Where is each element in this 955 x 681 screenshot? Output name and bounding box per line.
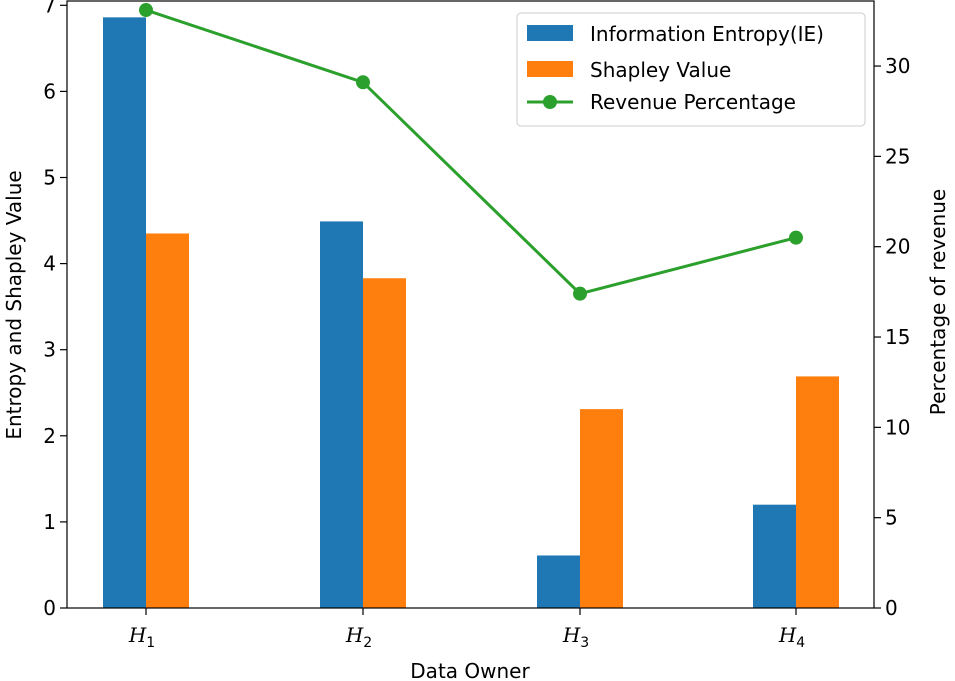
x-tick-label-subscript: 3 bbox=[580, 635, 589, 651]
left-tick-label: 5 bbox=[43, 166, 56, 190]
left-tick-label: 3 bbox=[43, 338, 56, 362]
x-tick-label-3: H3 bbox=[562, 623, 589, 651]
x-tick-label-main: H bbox=[562, 623, 581, 647]
right-tick-label: 25 bbox=[885, 144, 910, 168]
bar-information-entropy-ie-4 bbox=[753, 504, 796, 608]
left-tick-label: 2 bbox=[43, 424, 56, 448]
right-tick-label: 10 bbox=[885, 415, 910, 439]
x-tick-label-main: H bbox=[128, 623, 147, 647]
right-tick-label: 0 bbox=[885, 596, 898, 620]
left-axis-label: Entropy and Shapley Value bbox=[2, 170, 26, 439]
right-tick-label: 30 bbox=[885, 54, 910, 78]
revenue-point-4 bbox=[789, 230, 803, 245]
x-tick-label-main: H bbox=[345, 623, 364, 647]
x-axis-label: Data Owner bbox=[410, 659, 530, 681]
left-tick-label: 1 bbox=[43, 510, 56, 534]
legend-swatch-revenue-marker bbox=[543, 95, 557, 109]
revenue-point-3 bbox=[573, 286, 587, 301]
bar-shapley-value-2 bbox=[363, 278, 406, 608]
revenue-line-layer bbox=[139, 3, 803, 301]
bar-information-entropy-ie-1 bbox=[103, 17, 146, 608]
legend-box bbox=[516, 12, 866, 127]
x-tick-label-2: H2 bbox=[345, 623, 372, 651]
bar-shapley-value-3 bbox=[580, 409, 623, 608]
legend-label-revenue: Revenue Percentage bbox=[590, 90, 796, 114]
left-tick-label: 0 bbox=[43, 596, 56, 620]
x-tick-label-subscript: 2 bbox=[363, 635, 372, 651]
legend-label-ie: Information Entropy(IE) bbox=[590, 22, 824, 46]
right-axis-ticks: 0 5 10 15 20 25 30 bbox=[874, 54, 910, 620]
left-tick-label: 7 bbox=[43, 0, 56, 17]
revenue-point-2 bbox=[356, 75, 370, 90]
legend-swatch-ie bbox=[527, 25, 573, 41]
legend-swatch-shapley bbox=[527, 61, 573, 77]
x-tick-label-4: H4 bbox=[778, 623, 805, 651]
legend-label-shapley: Shapley Value bbox=[590, 58, 731, 82]
right-tick-label: 5 bbox=[885, 506, 898, 530]
x-tick-label-1: H1 bbox=[128, 623, 155, 651]
x-tick-label-subscript: 4 bbox=[796, 635, 805, 651]
left-tick-label: 6 bbox=[43, 79, 56, 103]
bar-shapley-value-4 bbox=[796, 376, 839, 608]
bar-information-entropy-ie-2 bbox=[320, 221, 363, 608]
bars-layer bbox=[103, 17, 839, 608]
x-tick-label-subscript: 1 bbox=[146, 635, 155, 651]
right-tick-label: 15 bbox=[885, 325, 910, 349]
bar-shapley-value-1 bbox=[146, 233, 189, 608]
revenue-point-1 bbox=[139, 3, 153, 18]
x-tick-label-main: H bbox=[778, 623, 797, 647]
revenue-line bbox=[145, 8, 797, 296]
left-axis-ticks: 0 1 2 3 4 5 6 7 bbox=[43, 0, 67, 620]
right-tick-label: 20 bbox=[885, 235, 910, 259]
plot-frame bbox=[66, 0, 875, 609]
bar-information-entropy-ie-3 bbox=[537, 555, 580, 608]
right-axis-label: Percentage of revenue bbox=[926, 189, 950, 415]
left-tick-label: 4 bbox=[43, 252, 56, 276]
x-axis-ticks: H1 H2 H3 H4 bbox=[128, 608, 805, 651]
legend: Information Entropy(IE) Shapley Value Re… bbox=[516, 12, 866, 127]
